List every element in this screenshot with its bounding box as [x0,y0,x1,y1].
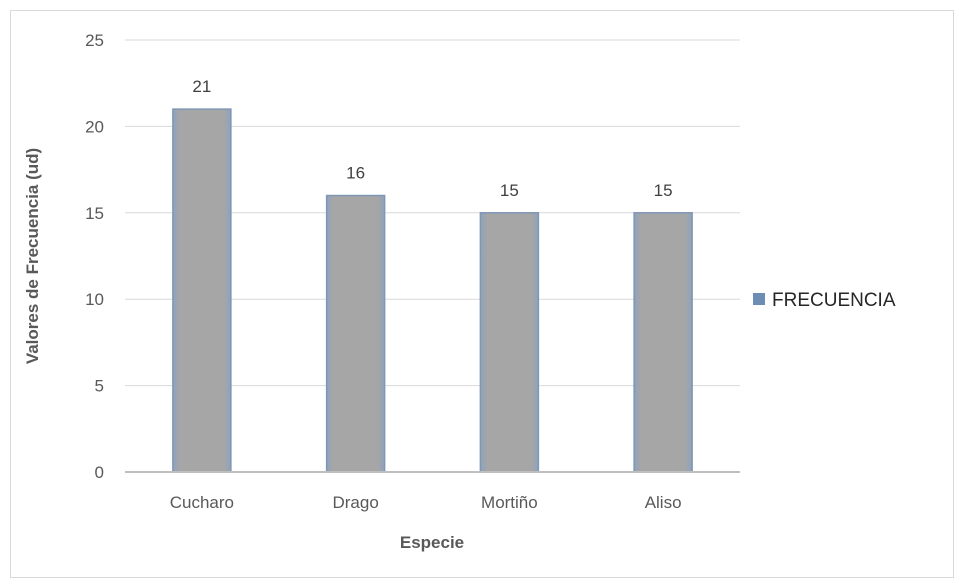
x-tick-label: Aliso [645,493,682,512]
bar [479,212,540,473]
y-tick-label: 5 [95,377,104,396]
bar [325,194,386,473]
x-tick-label: Drago [332,493,378,512]
y-tick-label: 20 [85,117,104,136]
y-tick-label: 10 [85,290,104,309]
y-tick-label: 0 [95,463,104,482]
data-label: 16 [346,164,365,183]
data-label: 15 [654,181,673,200]
data-label: 15 [500,181,519,200]
y-tick-label: 15 [85,204,104,223]
legend: FRECUENCIA [753,290,896,311]
x-tick-label: Mortiño [481,493,538,512]
x-axis-title: Especie [400,533,464,552]
chart-frame [10,10,954,578]
data-labels: 21 16 15 15 [192,77,672,200]
bars [172,108,693,473]
bar [633,212,693,473]
data-label: 21 [192,77,211,96]
legend-swatch [753,293,765,305]
y-tick-label: 25 [85,31,104,50]
x-tick-labels: Cucharo Drago Mortiño Aliso [170,493,682,512]
legend-label: FRECUENCIA [772,290,896,311]
y-axis-title: Valores de Frecuencia (ud) [23,148,42,364]
bar [172,108,232,473]
x-tick-label: Cucharo [170,493,234,512]
y-tick-labels: 0 5 10 15 20 25 [85,31,104,482]
